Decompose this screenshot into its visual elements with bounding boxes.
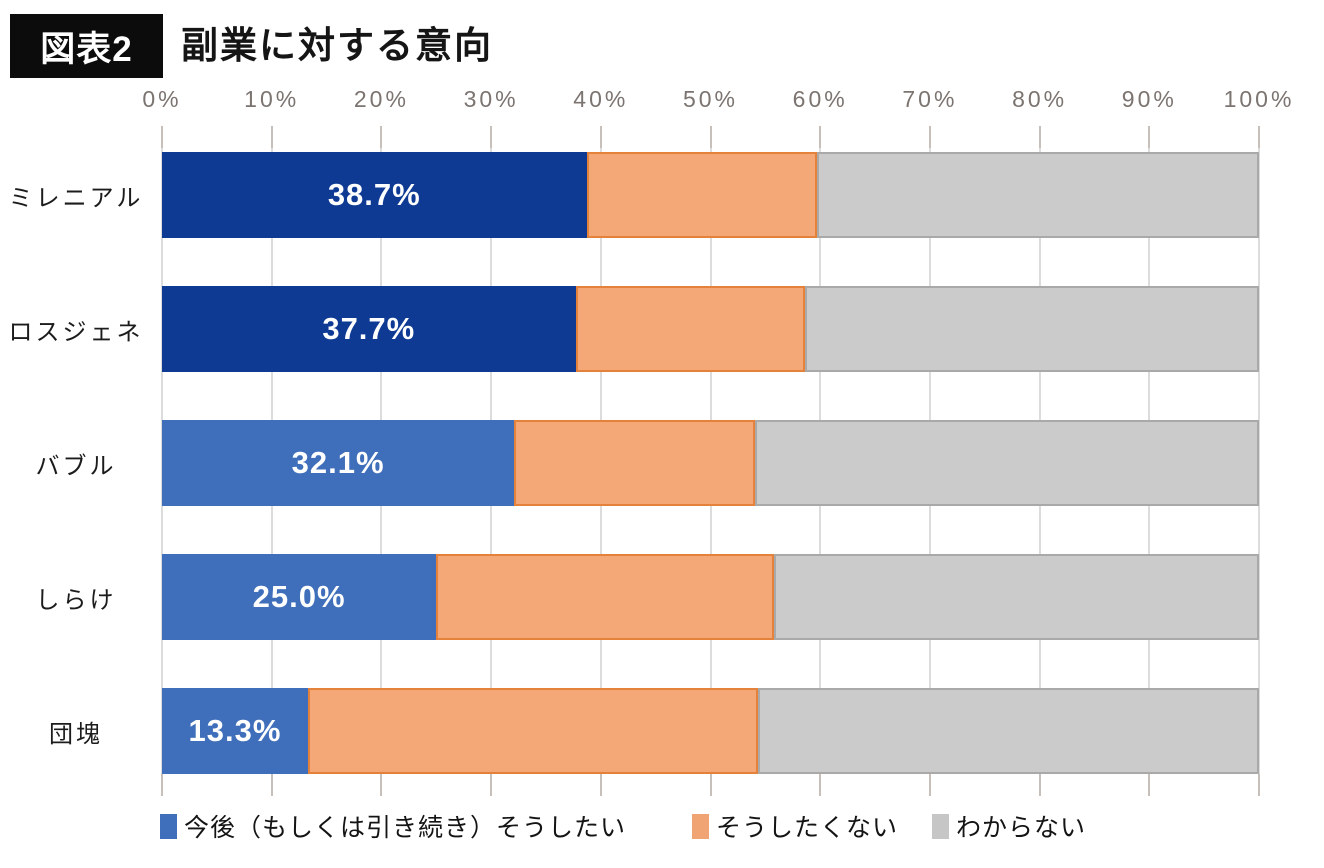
bar-segment-intend: 25.0% [162,554,437,640]
x-axis-label: 80% [1012,86,1068,112]
bar-segment-not-intend [514,420,756,506]
bar-segment-not-intend [586,152,817,238]
stacked-bar-plot: 0% 10% 20% 30% 40% 50% 60% 70% 80% 90% 100% 38.7% 37… [142,86,1291,796]
bar-segment-intend: 32.1% [162,420,515,506]
gridline [1258,148,1260,774]
tick-mark-top [599,126,602,148]
legend-swatch-icon [160,813,177,839]
tick-mark-top [928,126,931,148]
tick-mark-top [819,126,822,148]
tick-mark-bottom [1038,774,1041,796]
tick-mark-bottom [1148,774,1151,796]
figure-badge: 図表2 [10,14,163,78]
x-axis-label: 20% [353,86,409,112]
x-axis-label: 10% [244,86,300,112]
tick-mark-top [380,126,383,148]
chart-legend: 今後（もしくは引き続き）そうしたい そうしたくない わからない [0,808,1324,848]
x-axis-label: 70% [902,86,958,112]
bar-row: 38.7% [162,152,1259,238]
x-axis-label: 0% [142,86,182,112]
x-axis-label: 90% [1121,86,1177,112]
bar-row: 13.3% [162,688,1259,774]
category-label: しらけ [35,586,117,614]
bar-value-label: 13.3% [188,713,282,748]
x-axis-label: 60% [792,86,848,112]
x-axis-label: 30% [463,86,519,112]
bar-value-label: 32.1% [291,445,385,480]
tick-mark-bottom [709,774,712,796]
bar-row: 25.0% [162,554,1259,640]
x-axis-label: 40% [573,86,629,112]
tick-mark-top [161,126,163,148]
category-axis: ミレニアルロスジェネバブルしらけ団塊 [0,148,152,774]
category-label: バブル [35,452,117,480]
bar-row: 37.7% [162,286,1259,372]
tick-mark-bottom [599,774,602,796]
bar-segment-intend: 37.7% [162,286,576,372]
tick-mark-top [1148,126,1151,148]
bar-segment-intend: 38.7% [162,152,587,238]
bar-segment-intend: 13.3% [162,688,308,774]
bar-row: 32.1% [162,420,1259,506]
tick-mark-bottom [819,774,822,796]
tick-mark-bottom [490,774,493,796]
bar-segment-not-intend [575,286,805,372]
category-label: ロスジェネ [8,318,144,346]
legend-label: わからない [956,814,1087,842]
bar-segment-not-intend [436,554,775,640]
bar-segment-not-intend [307,688,758,774]
bar-value-label: 37.7% [322,311,416,346]
bar-segment-unsure [816,152,1259,238]
tick-mark-top [270,126,273,148]
bar-value-label: 25.0% [252,579,346,614]
x-axis-label: 100% [1223,86,1295,112]
tick-mark-top [1038,126,1041,148]
tick-mark-top [490,126,493,148]
legend-item: そうしたくない [692,808,898,844]
tick-mark-bottom [380,774,383,796]
legend-swatch-icon [932,813,949,839]
legend-item: 今後（もしくは引き続き）そうしたい [160,808,626,844]
tick-mark-bottom [270,774,273,796]
tick-mark-top [1258,126,1260,148]
bar-segment-unsure [755,420,1259,506]
legend-swatch-icon [692,813,709,839]
figure-title: 副業に対する意向 [181,25,493,66]
bar-segment-unsure [804,286,1259,372]
bar-segment-unsure [757,688,1259,774]
tick-mark-bottom [161,774,163,796]
tick-mark-top [709,126,712,148]
tick-mark-bottom [928,774,931,796]
legend-label: そうしたくない [716,814,899,842]
category-label: ミレニアル [8,184,144,212]
x-axis-label: 50% [682,86,739,112]
category-label: 団塊 [49,720,103,748]
bar-segment-unsure [774,554,1259,640]
bar-value-label: 38.7% [327,177,421,212]
tick-mark-bottom [1258,774,1260,796]
legend-label: 今後（もしくは引き続き）そうしたい [184,814,627,842]
legend-item: わからない [932,808,1086,844]
